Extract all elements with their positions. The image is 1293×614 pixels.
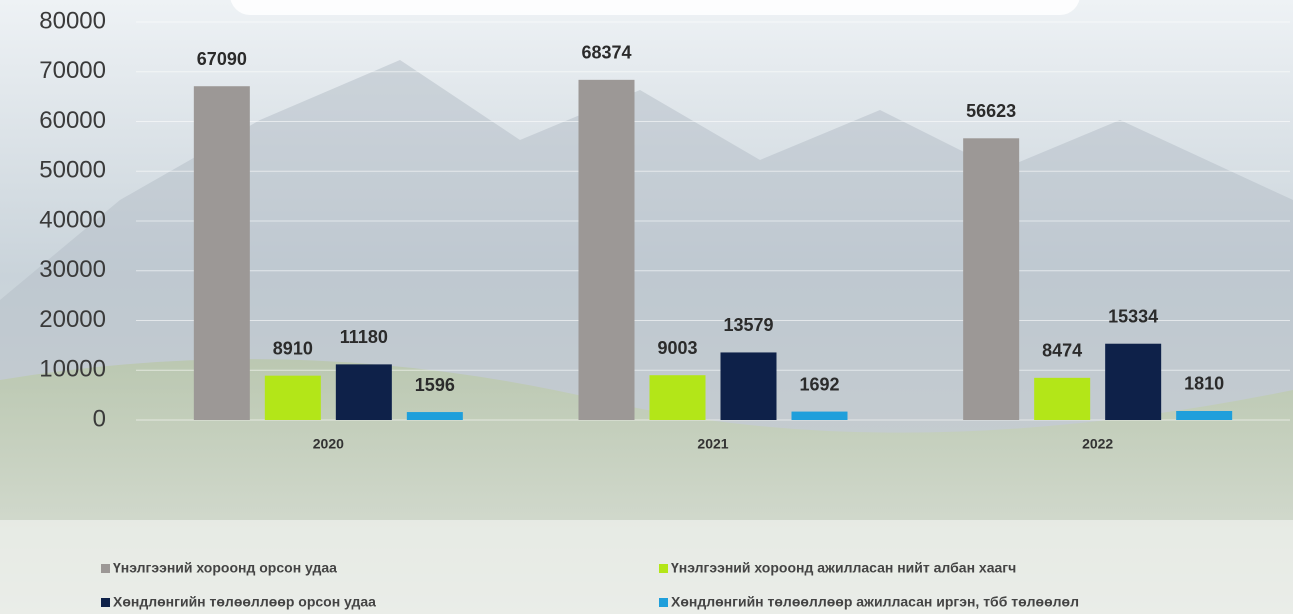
legend-swatch <box>101 564 110 573</box>
value-label: 9003 <box>657 338 697 358</box>
legend-label: Үнэлгээний хороонд орсон удаа <box>113 560 337 576</box>
title-box <box>230 0 1080 15</box>
x-tick-label: 2020 <box>313 436 344 452</box>
bar <box>791 411 848 420</box>
value-label: 11180 <box>340 327 388 347</box>
value-label: 67090 <box>197 49 247 69</box>
value-label: 68374 <box>581 43 631 63</box>
bar <box>649 375 706 420</box>
value-label: 8474 <box>1042 341 1082 361</box>
bar <box>578 79 635 420</box>
bar <box>264 375 321 420</box>
legend-swatch <box>659 598 668 607</box>
y-tick-label: 80000 <box>39 7 106 34</box>
value-label: 8910 <box>273 338 313 358</box>
value-label: 1596 <box>415 375 455 395</box>
value-label: 15334 <box>1108 306 1158 326</box>
legend-swatch <box>659 564 668 573</box>
bar <box>406 412 463 420</box>
bar <box>1034 377 1091 420</box>
value-label: 13579 <box>723 315 773 335</box>
y-tick-label: 60000 <box>39 107 106 134</box>
legend-label: Үнэлгээний хороонд ажилласан нийт албан … <box>671 560 1016 576</box>
y-tick-label: 20000 <box>39 306 106 333</box>
legend-label: Хөндлөнгийн төлөөллөөр орсон удаа <box>113 594 376 610</box>
x-tick-label: 2021 <box>697 436 728 452</box>
y-tick-label: 30000 <box>39 256 106 283</box>
y-tick-label: 70000 <box>39 57 106 84</box>
y-tick-label: 0 <box>93 405 106 432</box>
bar <box>193 86 250 421</box>
bar <box>335 364 392 420</box>
legend-label: Хөндлөнгийн төлөөллөөр ажилласан иргэн, … <box>671 594 1079 610</box>
y-tick-label: 40000 <box>39 206 106 233</box>
y-tick-label: 50000 <box>39 157 106 184</box>
value-label: 1810 <box>1184 374 1224 394</box>
legend-backdrop <box>0 520 1293 614</box>
bar <box>963 138 1020 420</box>
y-tick-label: 10000 <box>39 356 106 383</box>
legend-swatch <box>101 598 110 607</box>
bar <box>1176 410 1233 420</box>
plot-area: 0 10000 20000 30000 40000 50000 60000 70000 8000… <box>39 7 1290 610</box>
x-tick-label: 2022 <box>1082 436 1113 452</box>
value-label: 56623 <box>966 101 1016 121</box>
bar <box>1105 343 1162 420</box>
bar <box>720 352 777 420</box>
value-label: 1692 <box>799 374 839 394</box>
